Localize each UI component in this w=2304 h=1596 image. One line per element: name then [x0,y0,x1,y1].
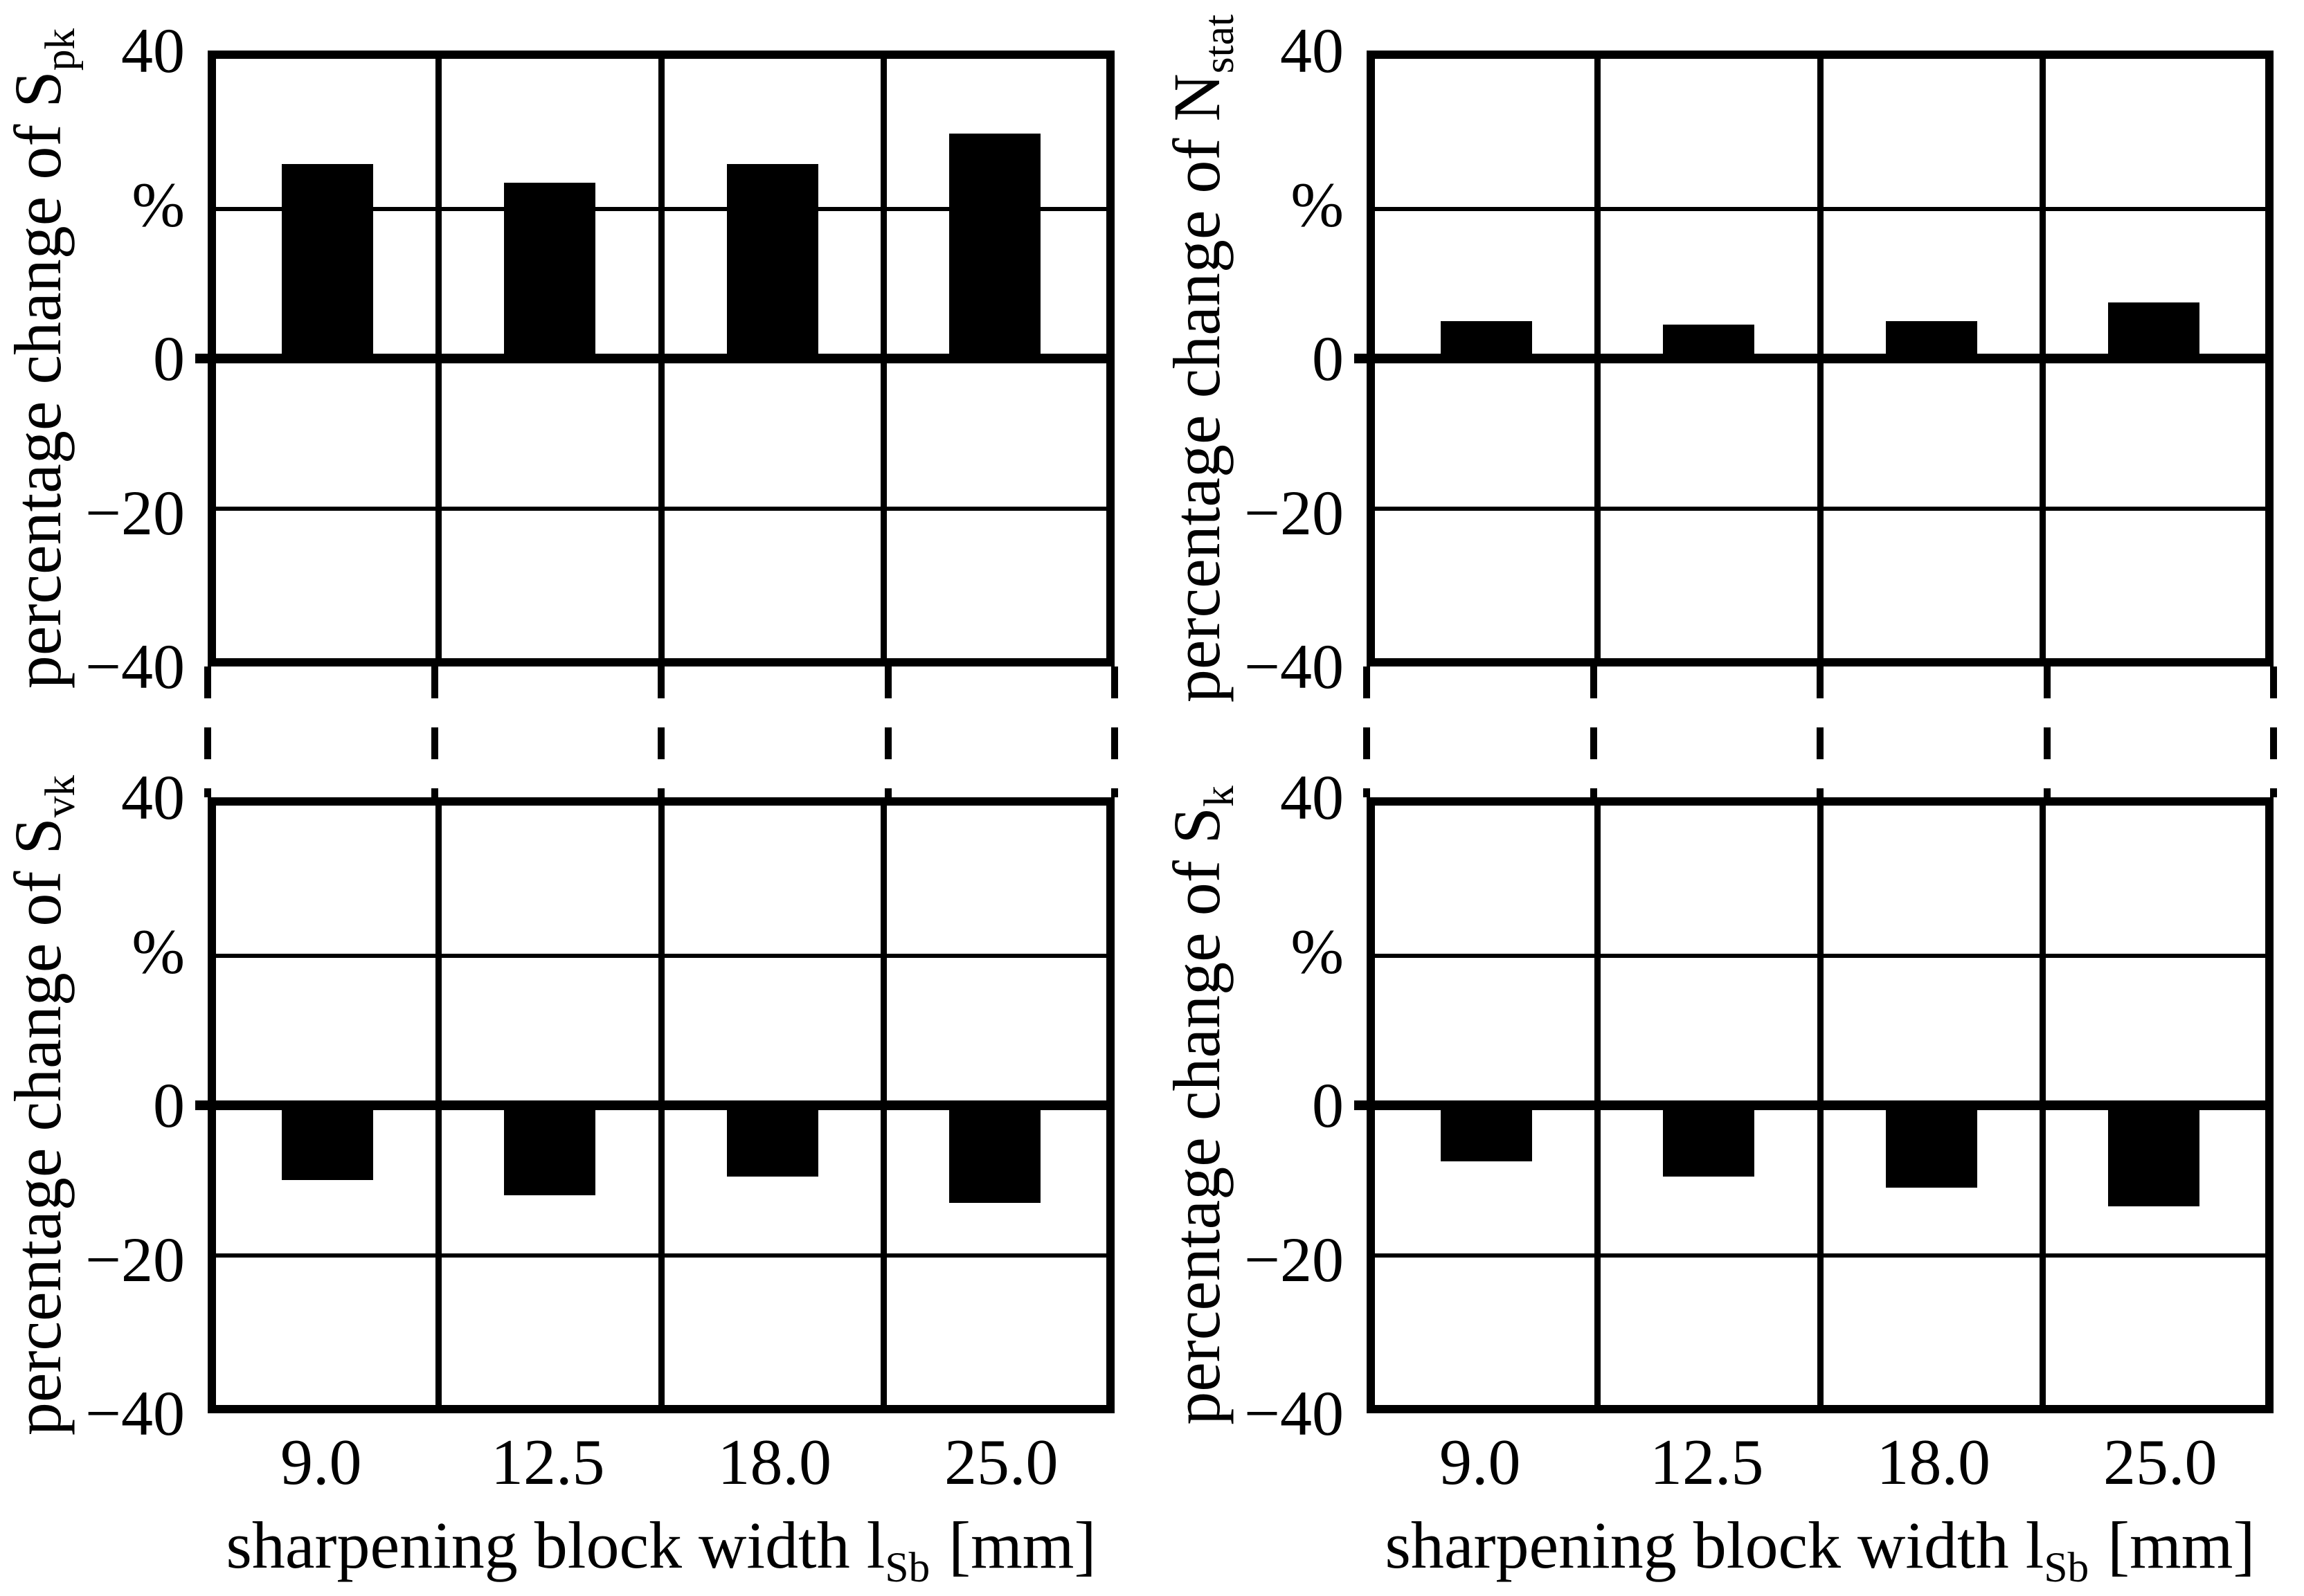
gridline-vertical [435,59,442,658]
x-tick-label: 12.5 [1650,1426,1764,1498]
y-tick-label: −40 [85,1378,185,1449]
dashed-connector-line [1111,666,1118,797]
bar-12.5 [1663,325,1755,359]
x-axis-title-text: sharpening block width l [1385,1508,2044,1582]
bar-25.0 [949,134,1041,359]
dashed-connector-line [1363,666,1370,797]
gridline-vertical [2040,59,2046,658]
x-axis-title: sharpening block width lSb [mm] [208,1508,1115,1589]
column-connector-dashed-lines [1363,666,2277,797]
y-tick-label: −20 [85,1224,185,1295]
bar-25.0 [2108,302,2200,359]
x-axis-unit: [mm] [2107,1508,2256,1582]
plot-area-nstat [1354,51,2274,666]
gridline-vertical [435,806,442,1405]
bar-25.0 [2108,1105,2200,1207]
y-tick-label: −20 [1244,477,1344,548]
y-unit-label: % [1290,916,1344,987]
gridline-vertical [1594,59,1601,658]
gridline-vertical [1594,806,1601,1405]
x-tick-label: 9.0 [280,1426,362,1498]
column-connector-dashed-lines [204,666,1118,797]
plot-area-svk [195,797,1115,1413]
bar-12.5 [1663,1105,1755,1177]
bar-12.5 [504,1105,596,1195]
bar-12.5 [504,182,596,359]
x-axis-title-subscript: Sb [885,1544,930,1592]
y-tick-label: −40 [85,631,185,702]
dashed-connector-line [1817,666,1824,797]
y-tick-label: 40 [121,762,185,833]
bar-9.0 [1440,320,1532,359]
x-tick-label: 18.0 [1876,1426,1991,1498]
y-tick-labels: 40% 0 −20 −40 [22,765,185,1445]
y-tick-label: −20 [85,477,185,548]
zero-line [1354,354,2265,363]
bar-9.0 [1440,1105,1532,1162]
gridline-vertical [1817,59,1824,658]
gridline-vertical [881,806,887,1405]
zero-line [195,354,1106,363]
gridline-vertical [2040,806,2046,1405]
bar-25.0 [949,1105,1041,1203]
gridline-vertical [1817,806,1824,1405]
x-axis-title: sharpening block width lSb [mm] [1367,1508,2274,1589]
x-tick-label: 9.0 [1439,1426,1521,1498]
chart-spk: percentage change of Spk 40% 0 −20 −40 [1,19,1118,797]
y-tick-label: 0 [1312,1070,1344,1141]
x-tick-label: 12.5 [491,1426,605,1498]
zero-line [195,1100,1106,1110]
dashed-connector-line [2043,666,2051,797]
y-tick-label: −40 [1244,631,1344,702]
x-tick-label: 25.0 [944,1426,1059,1498]
dashed-connector-line [2270,666,2277,797]
chart-sk: percentage change of Sk 40% 0 −20 −40 9.0 12… [1160,765,2274,1589]
dashed-connector-line [658,666,665,797]
gridline-vertical [658,806,665,1405]
y-tick-label: 40 [1280,15,1344,86]
dashed-connector-line [204,666,211,797]
dashed-connector-line [1590,666,1597,797]
y-tick-labels: 40% 0 −20 −40 [1181,765,1344,1445]
x-tick-label: 18.0 [717,1426,832,1498]
x-tick-labels: 9.0 12.5 18.0 25.0 [208,1424,1115,1500]
gridline-vertical [658,59,665,658]
x-tick-labels: 9.0 12.5 18.0 25.0 [1367,1424,2274,1500]
gridline-vertical [881,59,887,658]
y-tick-labels: 40% 0 −20 −40 [22,19,185,698]
plot-area-spk [195,51,1115,666]
bar-18.0 [1885,320,1977,359]
dashed-connector-line [884,666,892,797]
bar-18.0 [726,163,818,359]
y-tick-label: 40 [121,15,185,86]
y-unit-label: % [1290,169,1344,240]
chart-svk: percentage change of Svk 40% 0 −20 −40 9.0 1… [1,765,1115,1589]
y-tick-label: −20 [1244,1224,1344,1295]
y-tick-label: 0 [153,1070,185,1141]
bar-18.0 [1885,1105,1977,1188]
x-tick-label: 25.0 [2103,1426,2217,1498]
y-tick-label: 0 [153,323,185,394]
zero-line [1354,1100,2265,1110]
y-unit-label: % [132,916,185,987]
dashed-connector-line [431,666,438,797]
plot-area-sk [1354,797,2274,1413]
y-tick-label: 40 [1280,762,1344,833]
bar-9.0 [281,163,373,359]
x-axis-title-subscript: Sb [2044,1544,2089,1592]
y-unit-label: % [132,169,185,240]
chart-nstat: percentage change of Nstat 40% 0 −20 −40 [1160,15,2277,797]
y-tick-label: −40 [1244,1378,1344,1449]
y-tick-label: 0 [1312,323,1344,394]
x-axis-title-text: sharpening block width l [226,1508,885,1582]
y-tick-labels: 40% 0 −20 −40 [1181,19,1344,698]
bar-18.0 [726,1105,818,1177]
bar-9.0 [281,1105,373,1181]
x-axis-unit: [mm] [948,1508,1097,1582]
